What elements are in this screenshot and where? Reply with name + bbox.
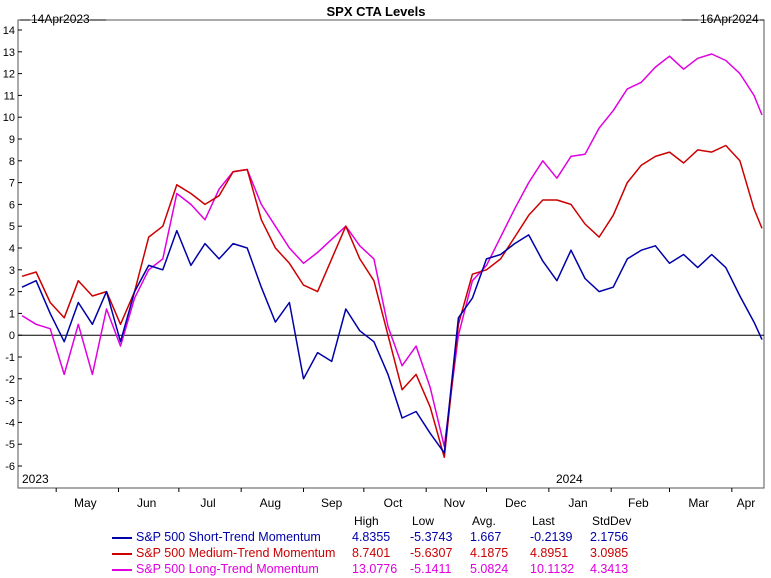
legend-name-medium: S&P 500 Medium-Trend Momentum (136, 546, 336, 560)
x-tick-label: Oct (384, 496, 403, 510)
y-tick-label: 6 (9, 199, 15, 211)
x-tick-label: Feb (628, 496, 649, 510)
y-tick-label: 0 (9, 330, 15, 342)
legend-avg-medium: 4.1875 (470, 546, 509, 560)
y-tick-label: 12 (3, 69, 15, 81)
y-tick-label: 11 (4, 90, 15, 102)
y-tick-label: 3 (9, 265, 15, 277)
legend-header-last: Last (532, 514, 555, 528)
y-tick-label: -1 (5, 352, 15, 364)
year-label-2023: 2023 (22, 472, 49, 486)
x-tick-label: Aug (260, 496, 281, 510)
y-tick-label: -3 (5, 396, 15, 408)
y-tick-label: 10 (3, 112, 15, 124)
y-tick-label: -6 (5, 461, 15, 473)
x-tick-label: Jul (200, 496, 215, 510)
x-tick-label: Mar (688, 496, 709, 510)
series-line-2 (21, 53, 763, 448)
y-tick-label: 14 (3, 25, 15, 37)
legend-name-short: S&P 500 Short-Trend Momentum (136, 530, 321, 544)
year-label-2024: 2024 (556, 472, 583, 486)
legend-last-short: -0.2139 (530, 530, 573, 544)
y-tick-label: 2 (9, 287, 15, 299)
series-layer (21, 53, 763, 459)
legend-last-long: 10.1132 (530, 562, 575, 576)
legend-header-avg: Avg. (472, 514, 496, 528)
x-tick-label: Jan (568, 496, 587, 510)
legend-swatch-medium (112, 553, 132, 555)
x-tick-label: Apr (737, 496, 756, 510)
y-tick-label: -2 (5, 374, 15, 386)
series-line-0 (21, 229, 763, 454)
legend-low-long: -5.1411 (410, 562, 452, 576)
legend-header-stddev: StdDev (592, 514, 632, 528)
legend-high-short: 4.8355 (352, 530, 391, 544)
legend-high-long: 13.0776 (352, 562, 398, 576)
legend-swatch-long (112, 569, 132, 571)
x-tick-label: Nov (444, 496, 465, 510)
x-tick-label: Sep (321, 496, 343, 510)
y-tick-label: 5 (9, 221, 15, 233)
chart: SPX CTA Levels 14Apr2023 16Apr2024 -6-5-… (3, 4, 765, 510)
legend-stddev-medium: 3.0985 (590, 546, 629, 560)
y-tick-label: 4 (9, 243, 15, 255)
legend-avg-short: 1.667 (470, 530, 502, 544)
legend-swatch-short (112, 537, 132, 539)
end-date-label: 16Apr2024 (700, 12, 759, 26)
legend-high-medium: 8.7401 (352, 546, 391, 560)
start-date-label: 14Apr2023 (31, 12, 90, 26)
legend-header-high: High (354, 514, 379, 528)
legend-header-low: Low (412, 514, 435, 528)
plot-frame (17, 19, 765, 489)
chart-title: SPX CTA Levels (327, 4, 426, 19)
x-tick-label: Jun (137, 496, 156, 510)
legend-stddev-long: 4.3413 (590, 562, 629, 576)
legend-stddev-short: 2.1756 (590, 530, 629, 544)
legend-low-medium: -5.6307 (410, 546, 453, 560)
y-tick-label: 7 (9, 178, 15, 190)
legend: High Low Avg. Last StdDev S&P 500 Short-… (0, 512, 771, 578)
legend-low-short: -5.3743 (410, 530, 453, 544)
y-tick-label: 9 (9, 134, 15, 146)
x-tick-label: Dec (505, 496, 526, 510)
x-tick-label: May (74, 496, 97, 510)
legend-last-medium: 4.8951 (530, 546, 569, 560)
legend-name-long: S&P 500 Long-Trend Momentum (136, 562, 319, 576)
y-tick-label: -4 (5, 417, 15, 429)
x-axis: May Jun Jul Aug Sep Oct Nov Dec Jan Feb Mar Apr (55, 488, 756, 510)
y-tick-label: -5 (5, 439, 15, 451)
y-tick-label: 1 (9, 308, 15, 320)
series-line-1 (21, 144, 763, 459)
y-tick-label: 8 (9, 156, 15, 168)
y-tick-label: 13 (3, 47, 15, 59)
legend-avg-long: 5.0824 (470, 562, 509, 576)
